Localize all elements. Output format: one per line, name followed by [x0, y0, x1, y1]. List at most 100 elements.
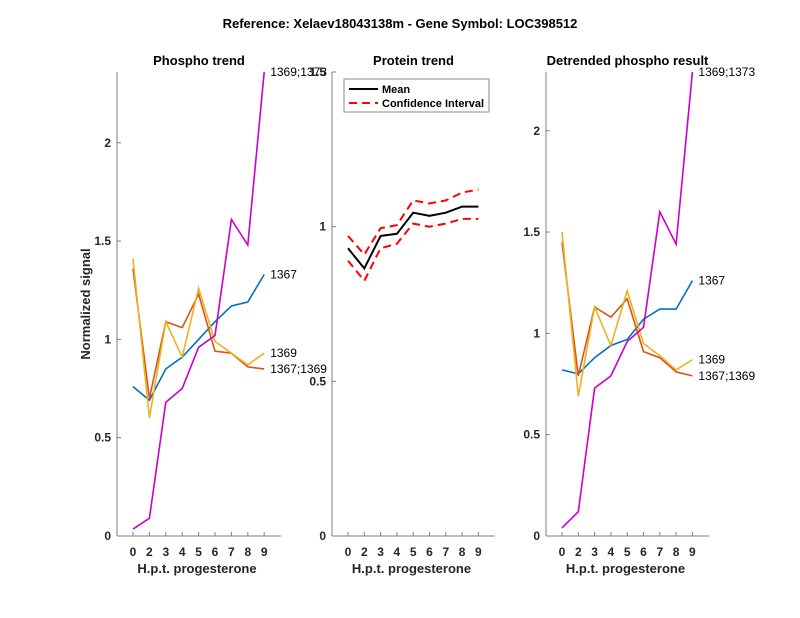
data-point: [445, 200, 447, 202]
data-point: [429, 215, 431, 217]
x-tick-label: 7: [228, 545, 235, 559]
data-point: [198, 346, 200, 348]
series-1369-1373: 1369;1373: [132, 65, 327, 530]
y-tick-label: 0.5: [309, 374, 326, 388]
panel-title: Detrended phospho result: [547, 53, 709, 68]
data-point: [578, 395, 580, 397]
data-point: [412, 223, 414, 225]
data-point: [214, 350, 216, 352]
data-point: [659, 308, 661, 310]
data-point: [149, 398, 151, 400]
data-point: [578, 375, 580, 377]
data-point: [692, 280, 694, 282]
series-end-label: 1369;1373: [270, 65, 327, 79]
data-point: [364, 268, 366, 270]
x-tick-label: 3: [162, 545, 169, 559]
series-end-label: 1369: [270, 346, 297, 360]
y-tick-label: 1.5: [523, 225, 540, 239]
data-point: [247, 364, 249, 366]
data-point: [214, 341, 216, 343]
x-tick-label: 0: [345, 545, 352, 559]
data-point: [643, 351, 645, 353]
data-point: [626, 290, 628, 292]
data-point: [594, 387, 596, 389]
data-point: [149, 400, 151, 402]
data-point: [214, 321, 216, 323]
x-tick-label: 5: [410, 545, 417, 559]
data-point: [132, 386, 134, 388]
series-1367-1369: 1367;1369: [132, 268, 327, 399]
data-point: [231, 219, 233, 221]
x-axis-label: H.p.t. progesterone: [352, 561, 471, 576]
data-point: [380, 248, 382, 250]
x-tick-label: 9: [475, 545, 482, 559]
legend: Mean Confidence Interval: [343, 78, 490, 113]
data-point: [132, 528, 134, 530]
data-point: [149, 417, 151, 419]
series-line: [132, 71, 265, 530]
x-tick-label: 4: [608, 545, 615, 559]
x-tick-label: 2: [146, 545, 153, 559]
data-point: [478, 206, 480, 208]
data-point: [429, 226, 431, 228]
y-tick-label: 1: [319, 220, 326, 234]
x-tick-label: 8: [459, 545, 466, 559]
series-end-label: 1367;1369: [698, 369, 755, 383]
data-point: [461, 206, 463, 208]
data-point: [692, 359, 694, 361]
x-tick-label: 9: [261, 545, 268, 559]
y-tick-label: 0.5: [523, 428, 540, 442]
data-point: [165, 321, 167, 323]
data-point: [396, 243, 398, 245]
data-point: [263, 368, 265, 370]
data-point: [181, 388, 183, 390]
data-point: [263, 274, 265, 276]
data-point: [675, 369, 677, 371]
data-point: [364, 254, 366, 256]
x-tick-label: 6: [212, 545, 219, 559]
data-point: [610, 375, 612, 377]
x-tick-label: 0: [130, 545, 137, 559]
series-end-label: 1369;1373: [698, 65, 755, 79]
data-point: [364, 280, 366, 282]
series-line: [561, 71, 694, 529]
data-point: [675, 308, 677, 310]
data-point: [610, 316, 612, 318]
series-1369-1373: 1369;1373: [561, 65, 755, 529]
x-axis-label: H.p.t. progesterone: [566, 561, 685, 576]
series-line: [132, 268, 265, 399]
series-1367-1369: 1367;1369: [561, 242, 755, 383]
data-point: [561, 369, 563, 371]
x-tick-label: 0: [559, 545, 566, 559]
series-1369: 1369: [132, 258, 297, 419]
series-line: [132, 258, 265, 419]
data-point: [429, 203, 431, 205]
data-point: [149, 518, 151, 520]
y-tick-label: 2: [104, 136, 111, 150]
series-end-label: 1367;1369: [270, 362, 327, 376]
series-line: [347, 205, 479, 271]
x-tick-label: 6: [426, 545, 433, 559]
x-tick-label: 6: [640, 545, 647, 559]
x-tick-label: 8: [673, 545, 680, 559]
data-point: [132, 258, 134, 260]
panel-title: Phospho trend: [153, 53, 245, 68]
x-tick-label: 3: [591, 545, 598, 559]
series-line: [347, 188, 479, 257]
data-point: [247, 244, 249, 246]
data-point: [247, 366, 249, 368]
y-tick-label: 0.5: [94, 431, 111, 445]
data-point: [659, 355, 661, 357]
data-point: [461, 192, 463, 194]
data-point: [692, 375, 694, 377]
series-line: [561, 242, 693, 377]
data-point: [594, 306, 596, 308]
legend-label-mean: Mean: [382, 84, 410, 96]
data-point: [247, 301, 249, 303]
series-end-label: 1367: [270, 268, 297, 282]
x-tick-label: 7: [442, 545, 449, 559]
